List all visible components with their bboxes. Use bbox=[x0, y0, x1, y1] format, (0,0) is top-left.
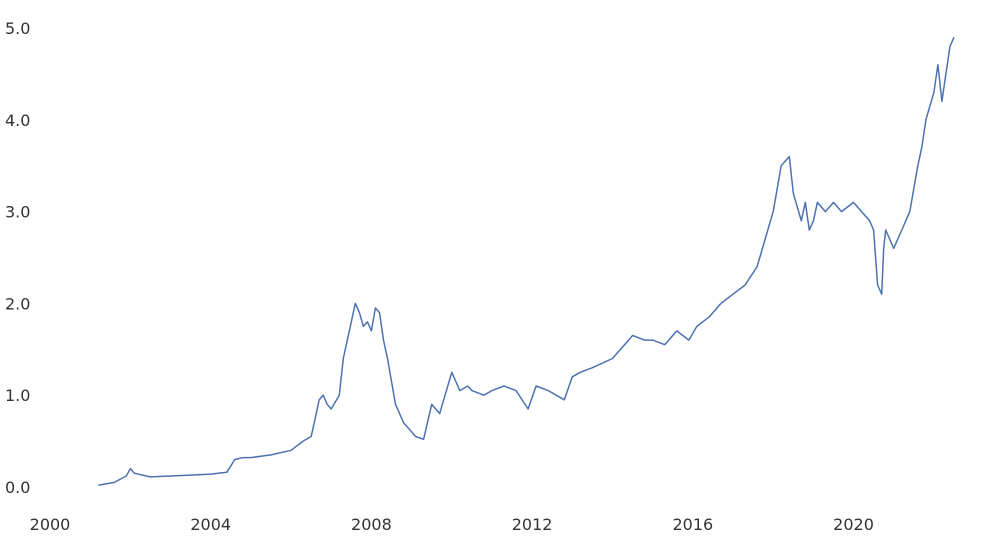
x-tick-label: 2020 bbox=[833, 515, 874, 534]
y-tick-label: 4.0 bbox=[5, 111, 30, 130]
x-tick-label: 2004 bbox=[190, 515, 231, 534]
y-tick-label: 5.0 bbox=[5, 19, 30, 38]
x-tick-label: 2016 bbox=[672, 515, 713, 534]
x-tick-label: 2000 bbox=[30, 515, 71, 534]
y-tick-label: 0.0 bbox=[5, 478, 30, 497]
series-line bbox=[98, 36, 955, 486]
y-tick-label: 2.0 bbox=[5, 294, 30, 313]
y-tick-label: 1.0 bbox=[5, 386, 30, 405]
x-tick-label: 2012 bbox=[512, 515, 553, 534]
x-tick-label: 2008 bbox=[351, 515, 392, 534]
x-axis-ticks: 2000 2004 2008 2012 2016 2020 bbox=[30, 515, 874, 534]
series-layer bbox=[98, 36, 955, 486]
y-axis-ticks: 0.0 1.0 2.0 3.0 4.0 5.0 bbox=[5, 19, 30, 497]
y-tick-label: 3.0 bbox=[5, 203, 30, 222]
